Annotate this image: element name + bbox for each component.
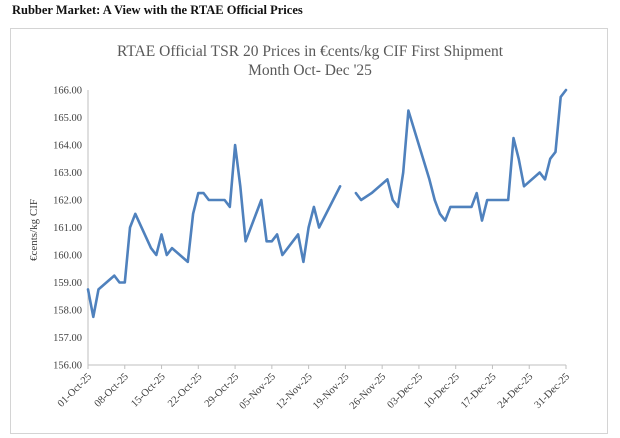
page-heading: Rubber Market: A View with the RTAE Offi… [12,3,303,17]
y-tick-label: 161.00 [53,223,82,234]
y-tick-label: 159.00 [53,278,82,289]
y-tick-label: 157.00 [53,333,82,344]
x-tick-label: 10-Dec-25 [422,371,462,411]
x-tick-label: 19-Nov-25 [311,371,351,411]
x-tick-label: 26-Nov-25 [348,371,388,411]
x-tick-label: 17-Dec-25 [459,371,499,411]
x-tick-label: 31-Dec-25 [533,371,573,411]
x-tick-label: 22-Oct-25 [166,371,204,409]
x-tick-label: 29-Oct-25 [203,371,241,409]
chart-title-line-1: RTAE Official TSR 20 Prices in €cents/kg… [116,43,504,60]
y-tick-label: 163.00 [53,168,82,179]
x-tick-label: 12-Nov-25 [274,371,314,411]
y-tick-label: 165.00 [53,113,82,124]
y-tick-label: 164.00 [53,141,82,152]
x-tick-label: 01-Oct-25 [56,371,94,409]
chart-title-line-2: Month Oct- Dec '25 [248,62,372,79]
y-tick-label: 158.00 [53,306,82,317]
x-tick-label: 05-Nov-25 [238,371,278,411]
y-tick-label: 160.00 [53,251,82,262]
y-tick-label: 156.00 [53,361,82,372]
y-tick-label: 166.00 [53,86,82,97]
x-tick-label: 08-Oct-25 [93,371,131,409]
x-tick-label: 15-Oct-25 [129,371,167,409]
x-tick-label: 24-Dec-25 [496,371,536,411]
y-tick-label: 162.00 [53,196,82,207]
x-tick-label: 03-Dec-25 [386,371,426,411]
price-series-line [86,143,342,319]
y-axis-label: €cents/kg CIF [28,199,40,261]
price-series-line [354,88,568,222]
